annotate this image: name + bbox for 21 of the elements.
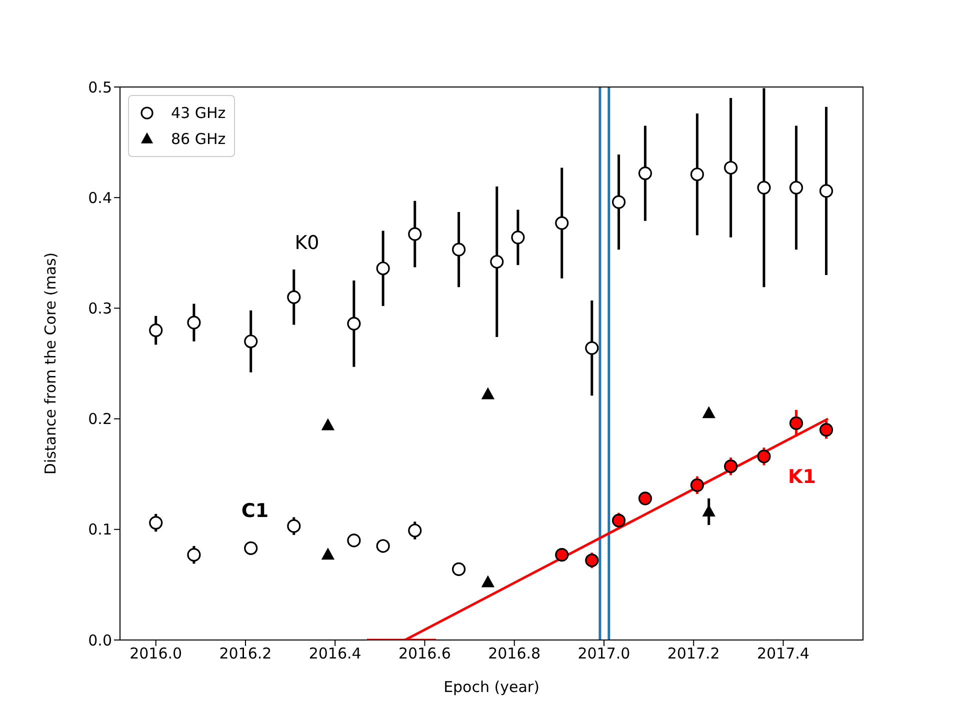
legend-label: 43 GHz [171,104,226,122]
annotation: C1 [241,500,269,522]
x-tick-label: 2016.0 [130,644,182,663]
annotation: K0 [294,232,320,254]
x-tick-label: 2017.4 [756,644,810,663]
x-tick-label: 2017.0 [578,644,630,663]
y-tick-label: 0.4 [88,188,112,207]
x-tick-label: 2016.4 [308,644,362,663]
y-axis-title: Distance from the Core (mas) [41,252,60,475]
y-tick-label: 0.3 [88,300,112,318]
y-tick-label: 0.5 [88,78,112,96]
x-tick-label: 2016.2 [219,644,272,663]
x-axis-title: Epoch (year) [444,678,540,696]
x-tick-label: 2017.2 [667,644,720,663]
legend-label: 86 GHz [171,130,226,148]
annotation: K1 [788,466,816,488]
y-tick-label: 0.2 [88,410,112,428]
x-tick-label: 2016.6 [398,644,451,663]
y-tick-label: 0.0 [88,631,112,650]
y-tick-label: 0.1 [88,520,112,539]
x-tick-label: 2016.8 [488,644,541,663]
